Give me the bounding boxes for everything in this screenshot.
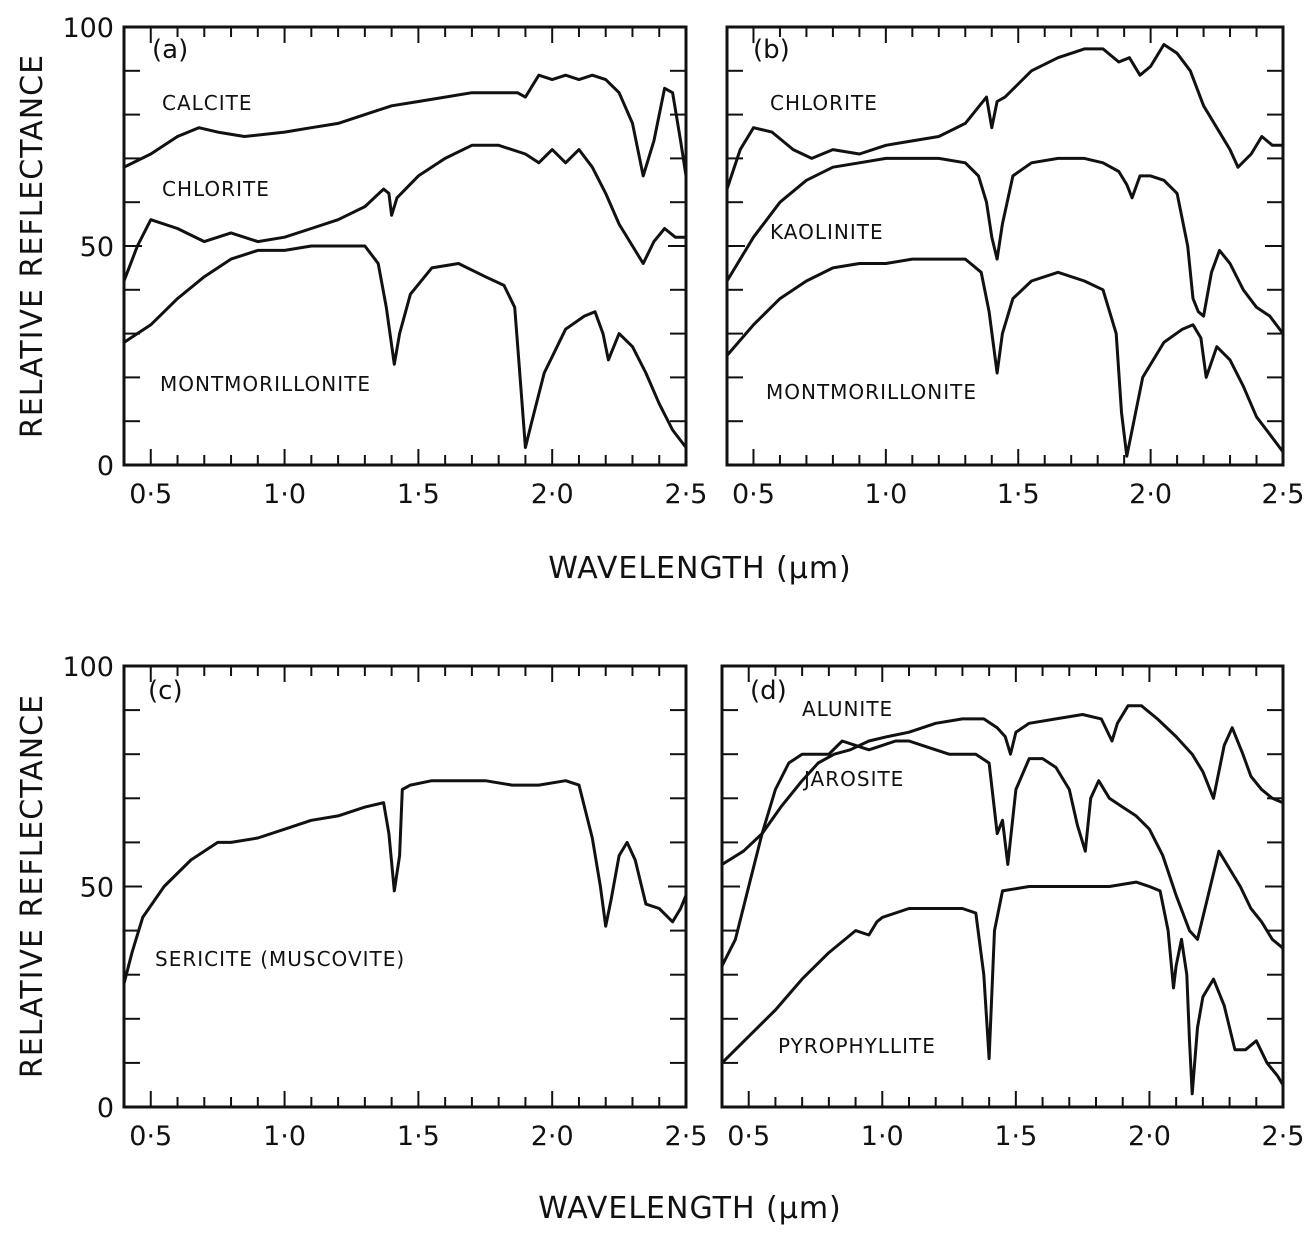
series-line	[720, 704, 1285, 866]
series-label: CHLORITE	[162, 177, 270, 201]
x-tick-label: 1·5	[397, 479, 440, 510]
series-label: PYROPHYLLITE	[778, 1034, 936, 1058]
series-label: MONTMORILLONITE	[766, 380, 977, 404]
series-line	[725, 43, 1285, 191]
chart-panel: 0·5 1·0 1·5 2·0 2·5 0 50 100 (c) SERICITE (MUSCOV…	[62, 652, 707, 1152]
series-label: SERICITE (MUSCOVITE)	[155, 947, 405, 971]
x-tick-label: 2·0	[1129, 479, 1172, 510]
x-tick-label: 1·0	[864, 479, 907, 510]
x-tick-label: 1·0	[861, 1121, 904, 1152]
chart-panel: 0·5 1·0 1·5 2·0 2·5 (d) ALUNITE JAROSITE PYROPHY…	[720, 664, 1305, 1152]
panel-label: (a)	[152, 35, 188, 65]
x-tick-label: 2·5	[1262, 1121, 1305, 1152]
x-tick-label: 0·5	[727, 1121, 770, 1152]
series-line	[122, 244, 688, 449]
x-tick-label: 0·5	[732, 479, 775, 510]
series-line	[725, 156, 1285, 336]
x-tick-label: 1·0	[263, 479, 306, 510]
series-label: MONTMORILLONITE	[160, 372, 371, 396]
panel-label: (c)	[148, 676, 183, 706]
series-label: KAOLINITE	[770, 220, 884, 244]
x-tick-label: 1·5	[994, 1121, 1037, 1152]
x-axis-title: WAVELENGTH (μm)	[548, 551, 852, 586]
y-tick-label: 0	[97, 451, 114, 482]
series-line	[720, 739, 1285, 968]
x-tick-label: 2·5	[665, 479, 708, 510]
x-tick-label: 0·5	[129, 479, 172, 510]
x-tick-label: 2·0	[531, 479, 574, 510]
x-tick-label: 2·0	[531, 1121, 574, 1152]
x-axis-title: WAVELENGTH (μm)	[538, 1191, 842, 1226]
series-line	[122, 143, 688, 283]
series-line	[725, 257, 1285, 458]
x-tick-label: 1·5	[397, 1121, 440, 1152]
series-label: CHLORITE	[770, 91, 878, 115]
x-tick-label: 0·5	[129, 1121, 172, 1152]
y-tick-label: 50	[80, 873, 114, 904]
chart-panel: 0·5 1·0 1·5 2·0 2·5 0 50 100 (a) CALCITE CHLORITE M…	[62, 13, 707, 510]
y-tick-label: 100	[62, 652, 114, 683]
x-tick-label: 1·5	[997, 479, 1040, 510]
series-label: ALUNITE	[802, 697, 893, 721]
series-line	[122, 779, 688, 985]
y-axis-title: RELATIVE REFLECTANCE	[15, 54, 50, 438]
y-tick-label: 0	[97, 1093, 114, 1124]
x-tick-label: 2·0	[1128, 1121, 1171, 1152]
x-tick-label: 1·0	[263, 1121, 306, 1152]
series-line	[720, 880, 1285, 1096]
series-label: CALCITE	[162, 91, 253, 115]
x-tick-label: 2·5	[665, 1121, 708, 1152]
y-axis-title: RELATIVE REFLECTANCE	[15, 694, 50, 1078]
panel-label: (d)	[750, 676, 787, 706]
chart-panel: 0·5 1·0 1·5 2·0 2·5 (b) CHLORITE KAOLINITE MONTM…	[725, 25, 1305, 510]
series-label: JAROSITE	[802, 767, 904, 791]
y-tick-label: 100	[62, 13, 114, 44]
y-tick-label: 50	[80, 232, 114, 263]
series-line	[122, 73, 688, 178]
panel-label: (b)	[753, 35, 790, 65]
x-tick-label: 2·5	[1262, 479, 1305, 510]
